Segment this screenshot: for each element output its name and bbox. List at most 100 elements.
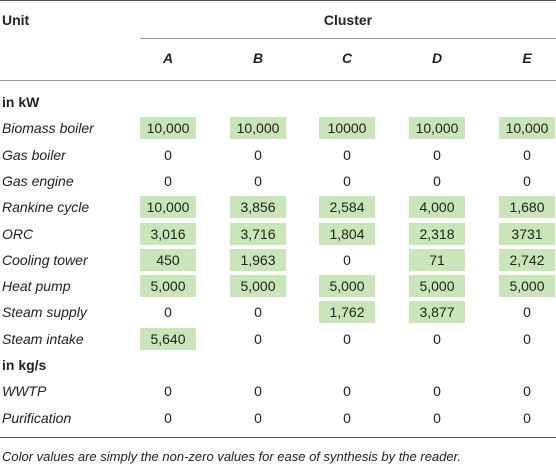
value-cell: 0 (254, 146, 262, 163)
cluster-header: Cluster (323, 12, 373, 28)
unit-name: Gas boiler (2, 146, 66, 163)
cluster-rule (140, 38, 556, 39)
highlight (499, 117, 555, 140)
value-cell: 3,856 (240, 199, 276, 216)
value-cell: 0 (343, 146, 351, 163)
bottom-rule (0, 437, 556, 438)
value-cell: 1,680 (509, 199, 545, 216)
value-cell: 5,640 (150, 330, 186, 347)
value-cell: 0 (164, 383, 172, 400)
value-cell: 0 (343, 409, 351, 426)
value-cell: 4,000 (419, 199, 455, 216)
value-cell: 0 (254, 172, 262, 189)
highlight (409, 196, 465, 219)
highlight (230, 196, 286, 219)
section-title: in kg/s (2, 357, 47, 373)
value-cell: 0 (343, 172, 351, 189)
value-cell: 0 (164, 409, 172, 426)
unit-name: Steam supply (2, 304, 87, 321)
unit-name: Rankine cycle (2, 199, 90, 216)
value-cell: 1,963 (240, 251, 276, 268)
highlight (319, 275, 375, 298)
value-cell: 0 (254, 409, 262, 426)
value-cell: 5,000 (509, 278, 545, 295)
value-cell: 3,877 (419, 304, 455, 321)
unit-name: WWTP (2, 383, 47, 400)
value-cell: 5,000 (329, 278, 365, 295)
unit-name: Gas engine (2, 172, 74, 189)
header-rule (0, 80, 556, 81)
value-cell: 5,000 (240, 278, 276, 295)
unit-header: Unit (2, 12, 30, 28)
value-cell: 0 (433, 383, 441, 400)
value-cell: 10,000 (415, 120, 459, 137)
highlight (319, 117, 375, 140)
value-cell: 2,742 (509, 251, 545, 268)
value-cell: 0 (433, 409, 441, 426)
value-cell: 0 (343, 383, 351, 400)
highlight (319, 196, 375, 219)
cluster-label: A (162, 50, 174, 66)
value-cell: 1,804 (329, 225, 365, 242)
value-cell: 0 (523, 304, 531, 321)
unit-name: Heat pump (2, 278, 71, 295)
highlight (409, 301, 465, 324)
value-cell: 10,000 (146, 199, 190, 216)
unit-name: Cooling tower (2, 251, 88, 268)
highlight (319, 222, 375, 245)
value-cell: 0 (343, 251, 351, 268)
unit-name: Purification (2, 409, 72, 426)
value-cell: 5,000 (419, 278, 455, 295)
value-cell: 0 (164, 172, 172, 189)
value-cell: 0 (343, 330, 351, 347)
highlight (140, 222, 196, 245)
value-cell: 0 (433, 172, 441, 189)
value-cell: 10000 (327, 120, 367, 137)
value-cell: 0 (254, 304, 262, 321)
highlight (230, 275, 286, 298)
highlight (499, 248, 555, 271)
value-cell: 2,318 (419, 225, 455, 242)
highlight (409, 248, 465, 271)
highlight (319, 301, 375, 324)
top-rule (0, 0, 556, 1)
value-cell: 10,000 (236, 120, 280, 137)
value-cell: 0 (523, 330, 531, 347)
highlight (230, 117, 286, 140)
highlight (140, 275, 196, 298)
value-cell: 10,000 (505, 120, 549, 137)
footnote: Color values are simply the non-zero val… (2, 449, 462, 464)
highlight (230, 248, 286, 271)
highlight (230, 222, 286, 245)
value-cell: 450 (156, 251, 180, 268)
value-cell: 0 (164, 304, 172, 321)
highlight (140, 117, 196, 140)
highlight (140, 196, 196, 219)
value-cell: 3731 (511, 225, 543, 242)
cluster-label: C (341, 50, 353, 66)
highlight (140, 248, 196, 271)
cluster-label: D (431, 50, 443, 66)
value-cell: 0 (433, 146, 441, 163)
value-cell: 0 (164, 146, 172, 163)
section-title: in kW (2, 94, 40, 110)
highlight (409, 117, 465, 140)
value-cell: 0 (523, 172, 531, 189)
highlight (499, 222, 555, 245)
highlight (409, 222, 465, 245)
value-cell: 0 (433, 330, 441, 347)
value-cell: 5,000 (150, 278, 186, 295)
highlight (409, 275, 465, 298)
unit-name: Steam intake (2, 330, 84, 347)
highlight (140, 327, 196, 350)
value-cell: 71 (429, 251, 445, 268)
value-cell: 1,762 (329, 304, 365, 321)
value-cell: 10,000 (146, 120, 190, 137)
highlight (499, 275, 555, 298)
value-cell: 0 (523, 409, 531, 426)
value-cell: 0 (523, 146, 531, 163)
unit-name: ORC (2, 225, 34, 242)
unit-name: Biomass boiler (2, 120, 94, 137)
value-cell: 2,584 (329, 199, 365, 216)
